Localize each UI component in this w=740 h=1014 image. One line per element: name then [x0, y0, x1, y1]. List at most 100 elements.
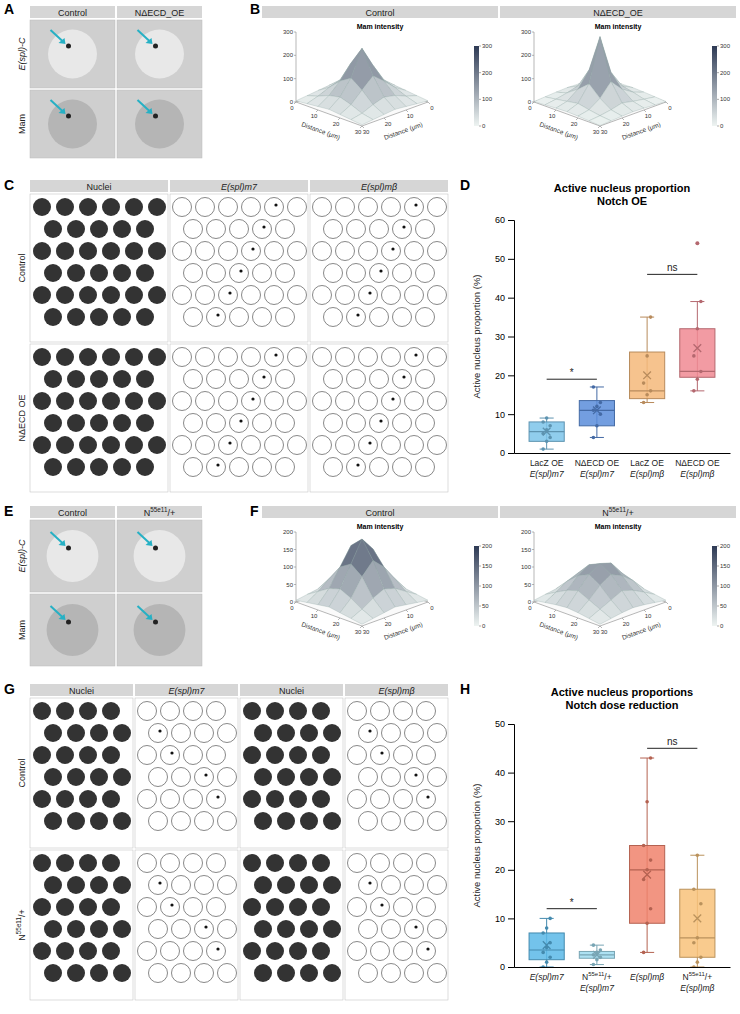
- z-tick-label: 300: [283, 29, 294, 35]
- nucleus-outline: [184, 370, 203, 389]
- nucleus-shape: [44, 458, 62, 476]
- locus-dot: [251, 397, 254, 400]
- column-header: E(spl)m7: [221, 182, 258, 192]
- colorbar-tick: [717, 626, 719, 627]
- y-tick-label: 0: [668, 105, 672, 111]
- nucleus-shape: [44, 724, 62, 742]
- y-tick: [622, 618, 624, 620]
- nucleus-shape: [125, 392, 143, 410]
- box-chart: Active nucleus proportionsNotch dose red…: [471, 686, 731, 993]
- nucleus-outline: [347, 308, 366, 327]
- locus-dot: [216, 795, 219, 798]
- significance-bar: [547, 379, 597, 380]
- nucleus-shape: [90, 812, 108, 830]
- panel-header-text: Control: [365, 8, 394, 18]
- nucleus-shape: [56, 854, 74, 872]
- x-axis: [515, 967, 731, 968]
- y-tick-mark: [508, 918, 514, 919]
- nucleus-shape: [44, 876, 62, 894]
- panel-letter: D: [460, 177, 470, 193]
- nucleus-shape: [102, 790, 120, 808]
- nucleus-shape: [113, 264, 131, 282]
- y-tick-label: 20: [623, 121, 630, 127]
- data-point: [541, 931, 545, 935]
- nucleus-shape: [79, 392, 97, 410]
- data-point: [696, 853, 700, 857]
- nucleus-shape: [289, 854, 307, 872]
- panel-header: [500, 6, 736, 18]
- nucleus-outline: [359, 724, 378, 743]
- z-tick-label: 300: [521, 29, 532, 35]
- outlier: [695, 241, 699, 245]
- x-tick-label: 30: [593, 629, 600, 635]
- nucleus-outline: [428, 876, 447, 895]
- nucleus-outline: [347, 414, 366, 433]
- data-point: [599, 948, 603, 952]
- panel-letter: A: [4, 1, 14, 17]
- locus-dot: [356, 463, 359, 466]
- data-point: [649, 907, 653, 911]
- nucleus-shape: [113, 458, 131, 476]
- nucleus-outline: [172, 920, 191, 939]
- surface-chart: NΔECD_OEMam intensity0100200300010203001…: [500, 6, 736, 142]
- nucleus-outline: [288, 392, 307, 411]
- nucleus-shape: [254, 920, 272, 938]
- z-tick: [532, 549, 534, 550]
- superscript: 55e11: [588, 971, 605, 977]
- data-point: [592, 943, 596, 947]
- nucleus-outline: [207, 308, 226, 327]
- z-tick-label: 100: [521, 564, 532, 570]
- data-point: [642, 401, 646, 405]
- locus-dot: [216, 463, 219, 466]
- nucleus-shape: [90, 964, 108, 982]
- column-header: Control: [58, 8, 87, 18]
- x-tick-label: E(spl)m7: [580, 469, 614, 479]
- data-point: [649, 756, 653, 760]
- colorbar-tick: [717, 586, 719, 587]
- arrow-head: [146, 614, 153, 620]
- arrow-head: [59, 540, 66, 546]
- nucleus-outline: [324, 458, 343, 477]
- y-tick-mark: [508, 870, 514, 871]
- nucleus-outline: [172, 768, 191, 787]
- nucleus-shape: [113, 724, 131, 742]
- colorbar-tick-label: 300: [720, 43, 731, 49]
- data-point: [642, 381, 646, 385]
- z-tick: [532, 584, 534, 585]
- colorbar-tick-label: 200: [720, 70, 731, 76]
- nucleus-shape: [135, 100, 184, 149]
- nucleus-outline: [173, 198, 192, 217]
- nucleus-outline: [394, 790, 413, 809]
- nucleus-outline: [371, 898, 390, 917]
- nucleus-shape: [33, 198, 51, 216]
- nucleus-shape: [277, 920, 295, 938]
- box-chart: Active nucleus proportionNotch OEActive …: [471, 182, 731, 479]
- panel-header: [310, 180, 448, 192]
- y-tick-label: 10: [407, 613, 414, 619]
- chart-title: Active nucleus proportion: [554, 182, 691, 194]
- y-tick: [406, 610, 408, 612]
- panel-header: [117, 506, 202, 518]
- data-point: [548, 955, 552, 959]
- panel-letter: B: [250, 1, 260, 17]
- locus-dot: [204, 925, 207, 928]
- y-tick-label: 10: [407, 113, 414, 119]
- surface-marks: [534, 563, 666, 624]
- chart-title: Mam intensity: [357, 23, 404, 31]
- nucleus-shape: [125, 242, 143, 260]
- colorbar-tick-label: 50: [482, 603, 489, 609]
- y-tick-label: 10: [645, 613, 652, 619]
- locus-dot: [66, 114, 71, 119]
- z-tick-label: 200: [521, 529, 532, 535]
- image-placeholder: [30, 594, 115, 666]
- nucleus-outline: [405, 876, 424, 895]
- arrow-head: [59, 614, 66, 620]
- nucleus-outline: [417, 942, 436, 961]
- mean-marker: [694, 344, 702, 352]
- nucleus-shape: [254, 812, 272, 830]
- box: [630, 846, 665, 924]
- data-point: [699, 370, 703, 374]
- nucleus-outline: [393, 370, 412, 389]
- nucleus-shape: [289, 790, 307, 808]
- locus-dot: [391, 247, 394, 250]
